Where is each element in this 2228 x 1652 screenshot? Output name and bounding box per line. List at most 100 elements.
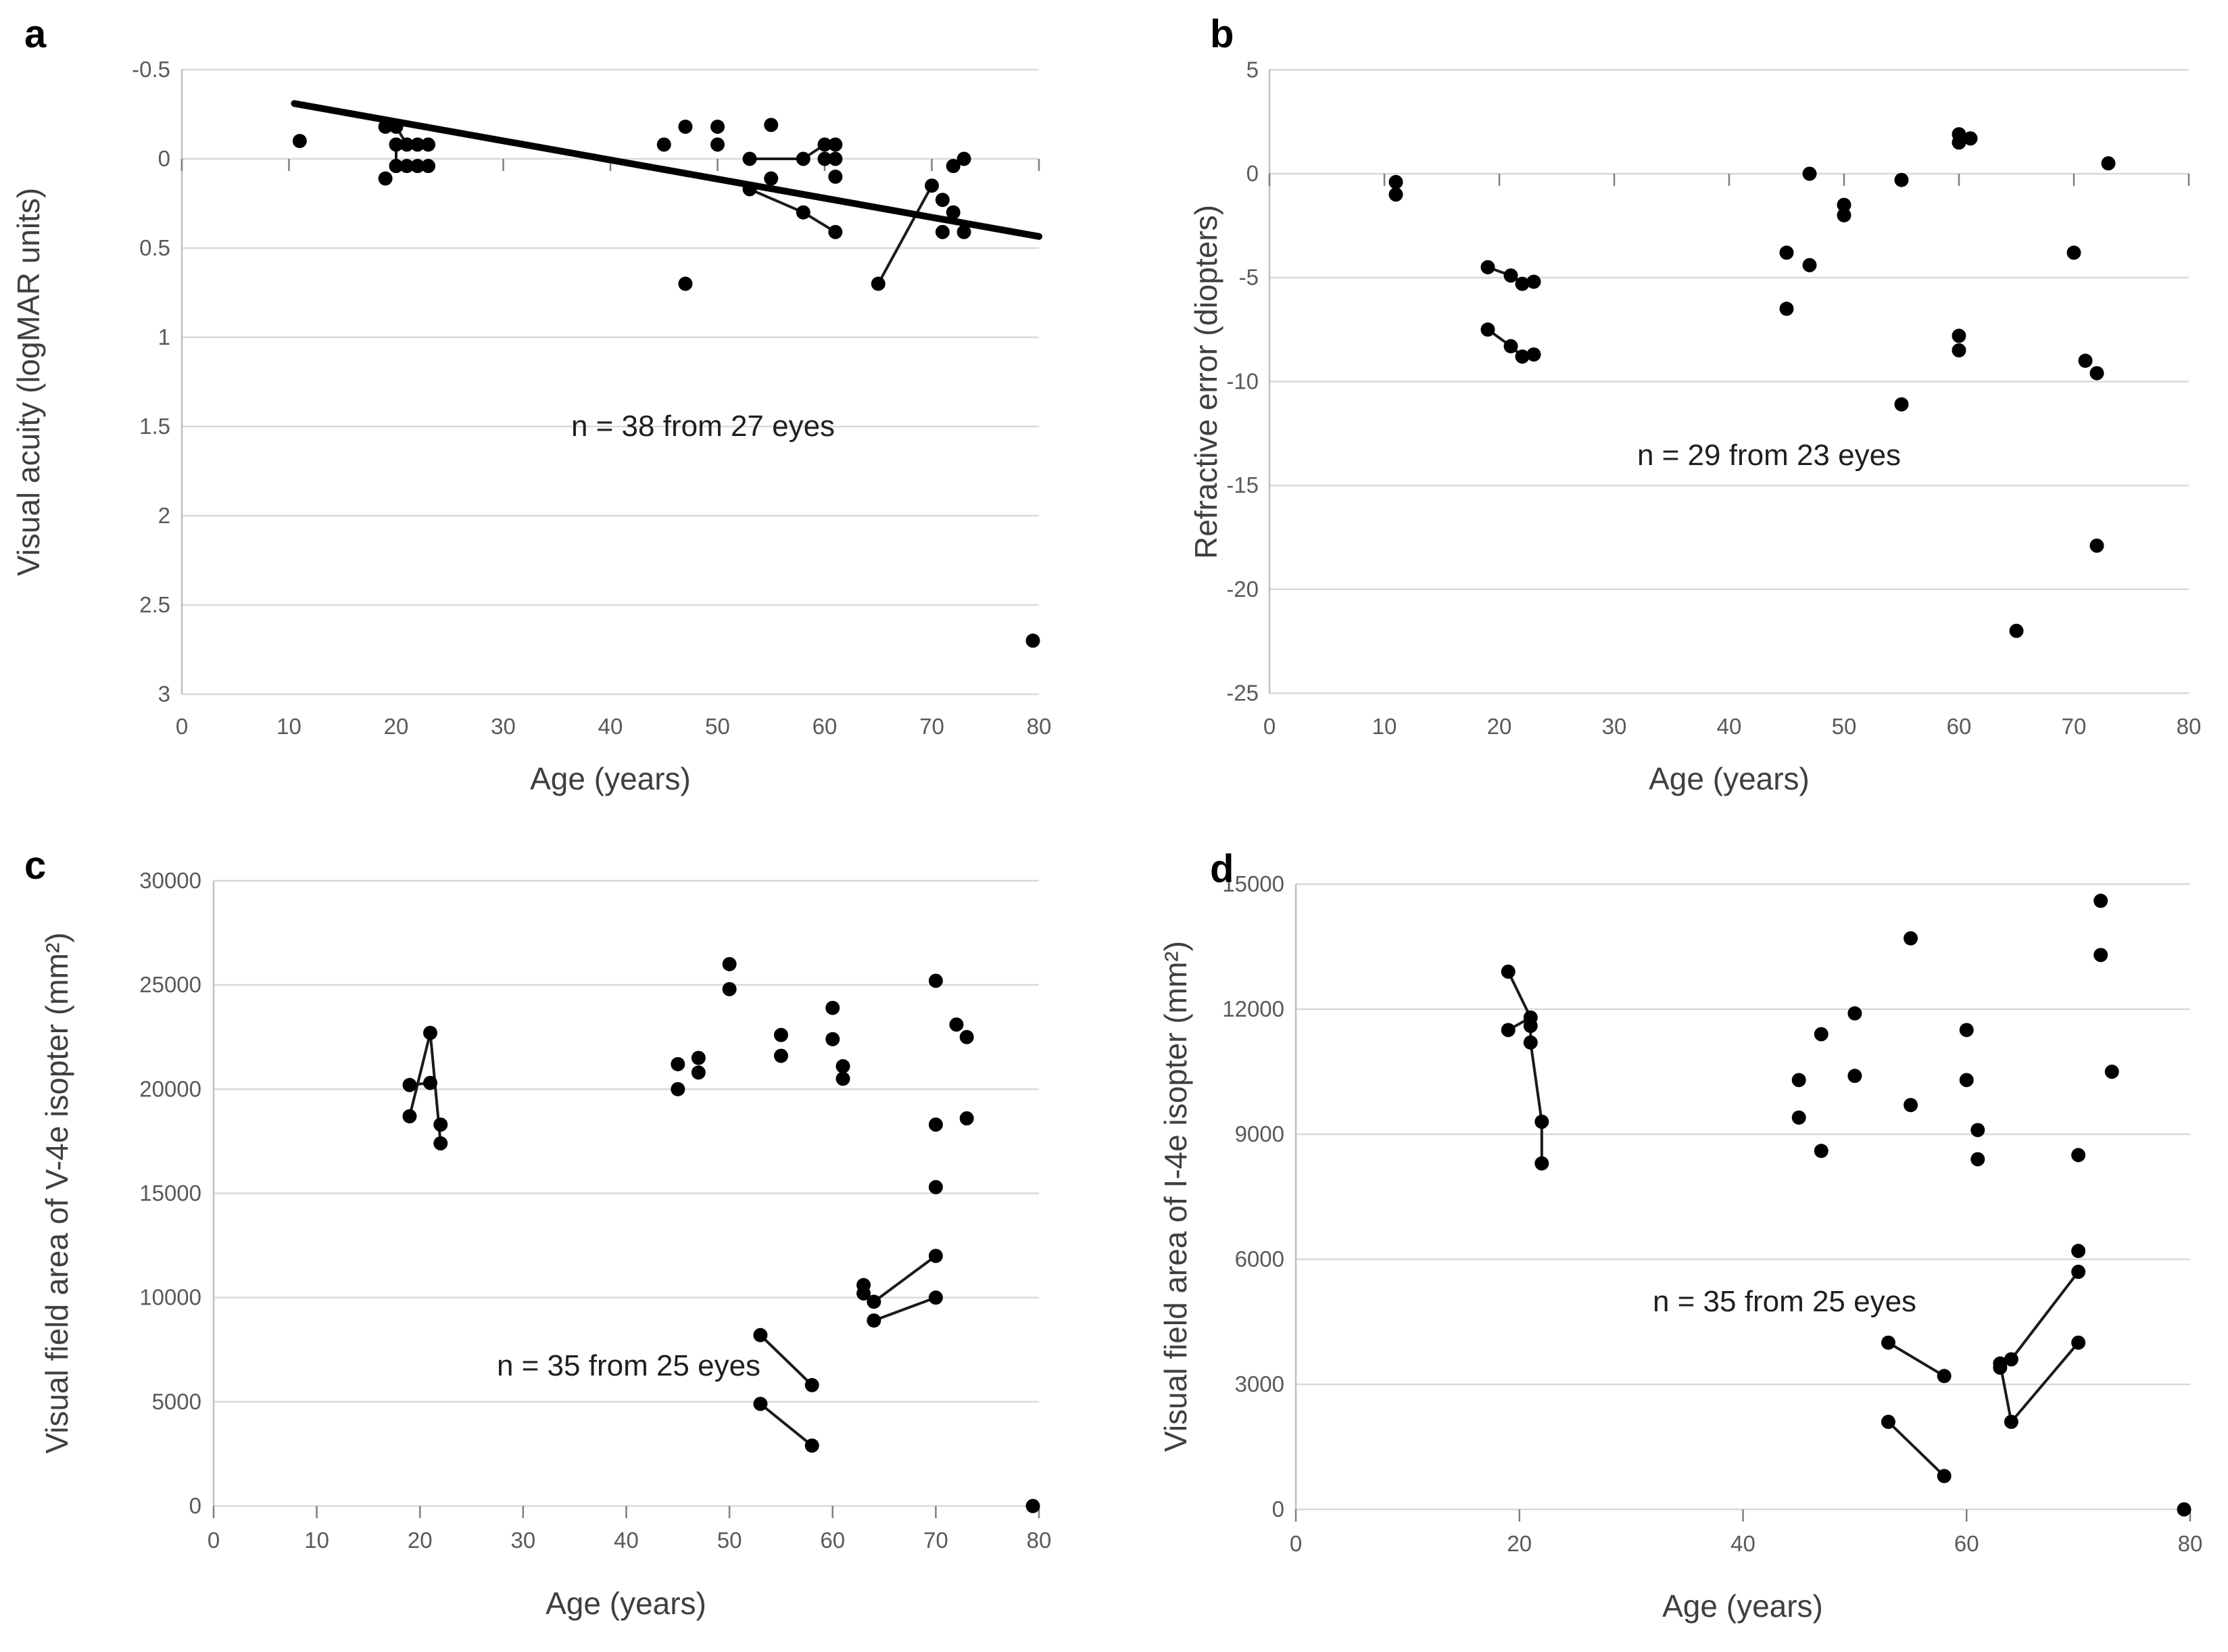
y-tick-label: 20000 [139, 1076, 201, 1101]
data-point [292, 134, 307, 149]
data-point [722, 981, 737, 996]
y-tick-label: 3000 [1235, 1371, 1284, 1396]
x-tick-label: 30 [511, 1528, 536, 1553]
data-point [2071, 1148, 2086, 1163]
data-point [2104, 1064, 2119, 1079]
x-tick-label: 80 [1027, 714, 1052, 739]
y-tick-label: 10000 [139, 1285, 201, 1310]
data-point [2071, 1335, 2086, 1350]
data-point [2071, 1244, 2086, 1259]
data-point [1952, 127, 1966, 142]
data-point [433, 1117, 448, 1132]
y-tick-label: 9000 [1235, 1121, 1284, 1146]
data-point [1904, 931, 1918, 946]
data-point [1837, 208, 1851, 222]
data-point [399, 137, 414, 152]
data-point [1503, 268, 1518, 283]
connector-line [2010, 1271, 2080, 1361]
data-point [1802, 258, 1817, 272]
y-tick-label: 0.5 [139, 235, 170, 260]
data-point [671, 1056, 685, 1071]
data-point [773, 1048, 788, 1063]
data-point [410, 137, 425, 152]
y-tick-label: -20 [1226, 577, 1259, 602]
data-point [678, 119, 693, 134]
data-point [753, 1396, 768, 1411]
data-point [2089, 366, 2104, 381]
data-point [764, 171, 779, 186]
data-point [796, 205, 810, 220]
x-tick-label: 30 [491, 714, 516, 739]
y-tick-label: 1.5 [139, 414, 170, 439]
data-point [773, 1027, 788, 1042]
data-point [1993, 1360, 2008, 1375]
data-point [935, 193, 950, 208]
x-tick-label: 60 [813, 714, 838, 739]
x-tick-label: 60 [820, 1528, 845, 1553]
x-axis-title: Age (years) [546, 1586, 706, 1621]
panel-letter: c [24, 844, 46, 888]
data-point [925, 178, 939, 193]
data-point [671, 1082, 685, 1096]
data-point [1025, 1499, 1040, 1513]
data-point [1523, 1035, 1538, 1050]
x-axis-title: Age (years) [1649, 761, 1810, 796]
x-tick-label: 0 [176, 714, 188, 739]
x-tick-label: 80 [2178, 1531, 2203, 1556]
data-point [856, 1286, 871, 1301]
x-tick-label: 0 [1263, 714, 1276, 739]
x-tick-label: 0 [1290, 1531, 1302, 1556]
connector-line [1507, 971, 1532, 1019]
x-tick-label: 80 [1027, 1528, 1052, 1553]
data-point [1515, 276, 1530, 291]
data-point [1534, 1156, 1549, 1171]
sample-size-annotation: n = 35 from 25 eyes [1653, 1285, 1916, 1318]
data-point [691, 1050, 706, 1065]
y-tick-label: 5000 [152, 1389, 201, 1414]
panel-letter: a [24, 12, 47, 56]
data-point [1501, 1023, 1516, 1038]
data-point [410, 159, 425, 174]
panel-letter: d [1210, 847, 1234, 891]
data-point [1881, 1335, 1895, 1350]
x-tick-label: 10 [276, 714, 301, 739]
data-point [742, 151, 757, 166]
data-point [753, 1328, 768, 1342]
data-point [1779, 301, 1794, 316]
data-point [1480, 260, 1495, 274]
connector-line [1887, 1341, 1945, 1378]
x-tick-label: 20 [384, 714, 409, 739]
data-point [1802, 166, 1817, 181]
x-tick-label: 10 [304, 1528, 329, 1553]
x-tick-label: 40 [1730, 1531, 1755, 1556]
data-point [2078, 354, 2093, 368]
data-point [1515, 349, 1530, 364]
data-point [1388, 187, 1403, 202]
panel-letter: b [1210, 12, 1234, 56]
data-point [836, 1071, 850, 1086]
connector-line [759, 1403, 813, 1447]
data-point [678, 276, 693, 291]
data-point [1970, 1152, 1985, 1167]
x-tick-label: 80 [2177, 714, 2202, 739]
data-point [1952, 329, 1966, 343]
data-point [764, 118, 779, 132]
data-point [1937, 1369, 1952, 1384]
data-point [2004, 1415, 2018, 1429]
data-point [421, 159, 436, 174]
x-tick-label: 60 [1947, 714, 1972, 739]
y-tick-label: 0 [158, 146, 170, 171]
data-point [1526, 274, 1541, 289]
y-tick-label: -10 [1226, 368, 1259, 393]
data-point [423, 1075, 438, 1090]
y-tick-label: 12000 [1222, 996, 1284, 1021]
connector-line [759, 1334, 813, 1386]
data-point [378, 171, 393, 186]
data-point [1837, 197, 1851, 212]
data-point [2177, 1502, 2191, 1517]
data-point [817, 151, 832, 166]
data-point [836, 1059, 850, 1073]
data-point [867, 1294, 881, 1309]
data-point [2101, 156, 2116, 171]
